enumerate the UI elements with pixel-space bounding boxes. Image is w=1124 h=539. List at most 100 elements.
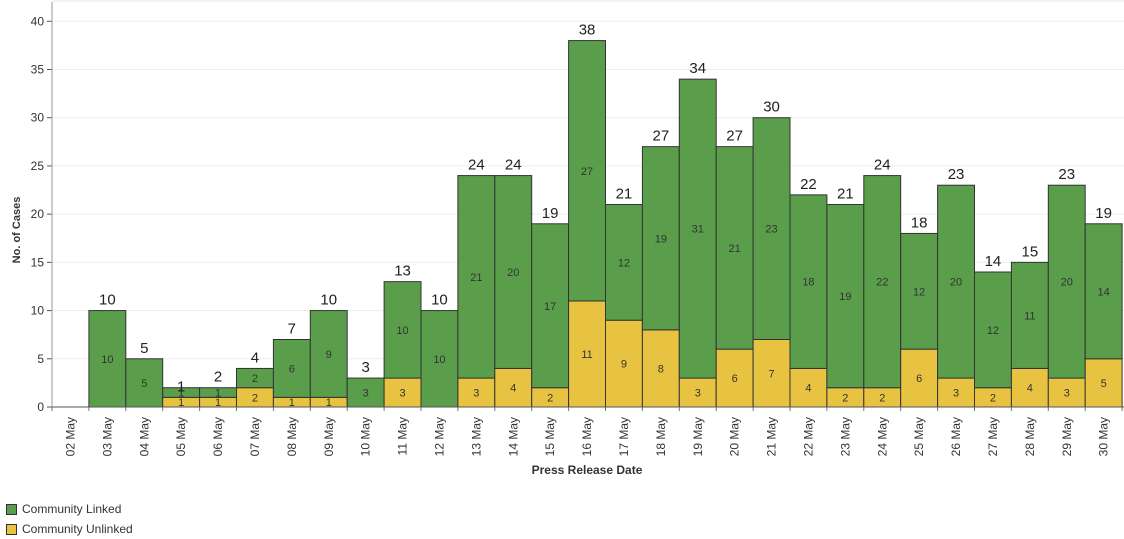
bar-label-linked-23-may: 19 [839, 291, 851, 303]
bar-label-unlinked-22-may: 4 [805, 383, 811, 395]
legend-item-community-linked[interactable]: Community Linked [6, 499, 133, 519]
bar-label-linked-04-may: 5 [141, 378, 147, 390]
bar-label-linked-03-may: 10 [101, 354, 113, 366]
bar-linked-17-may [605, 204, 643, 321]
bar-label-linked-29-may: 20 [1061, 277, 1073, 289]
bar-label-unlinked-07-may: 2 [252, 392, 258, 404]
bar-total-07-may: 4 [251, 349, 259, 366]
x-tick-label-18-may: 18 May [654, 417, 668, 456]
legend-label-community-linked: Community Linked [22, 502, 122, 516]
bar-total-24-may: 24 [874, 157, 891, 174]
x-tick-label-02-may: 02 May [63, 417, 77, 456]
bar-label-linked-26-may: 20 [950, 277, 962, 289]
bar-label-unlinked-09-may: 1 [326, 397, 332, 409]
bar-label-linked-05-may: 1 [178, 388, 184, 400]
bar-linked-20-may [715, 146, 754, 350]
legend-item-community-unlinked[interactable]: Community Unlinked [6, 519, 133, 539]
bar-linked-15-may [531, 223, 570, 389]
bar-label-unlinked-18-may: 8 [658, 363, 664, 375]
bar-total-05-may: 1 [177, 378, 185, 395]
bar-label-linked-17-may: 12 [618, 257, 630, 269]
bar-label-linked-21-may: 23 [765, 224, 777, 236]
bar-total-16-may: 38 [579, 22, 596, 39]
bar-label-unlinked-11-may: 3 [399, 388, 405, 400]
bar-total-25-may: 18 [911, 214, 928, 231]
x-tick-label-14-may: 14 May [506, 417, 520, 456]
legend-swatch-community-linked [6, 503, 17, 515]
x-tick-label-17-may: 17 May [617, 417, 631, 456]
bar-label-unlinked-29-may: 3 [1064, 388, 1070, 400]
bar-label-linked-19-may: 31 [692, 224, 704, 236]
bar-label-unlinked-25-may: 6 [916, 373, 922, 385]
x-tick-label-10-may: 10 May [359, 417, 373, 456]
bar-label-unlinked-26-may: 3 [953, 388, 959, 400]
bar-label-unlinked-05-may: 1 [178, 397, 184, 409]
bar-label-linked-24-may: 22 [876, 277, 888, 289]
bar-label-unlinked-27-may: 2 [990, 392, 996, 404]
bar-linked-18-may [641, 146, 680, 331]
bar-label-linked-22-may: 18 [802, 277, 814, 289]
bar-unlinked-19-may [678, 377, 717, 408]
bar-linked-19-may [678, 78, 717, 379]
x-tick-label-28-may: 28 May [1023, 417, 1037, 456]
bar-total-13-may: 24 [468, 157, 485, 174]
x-tick-label-15-may: 15 May [543, 417, 557, 456]
x-tick-label-27-may: 27 May [986, 417, 1000, 456]
bar-linked-27-may [974, 271, 1012, 389]
bar-linked-22-may [789, 194, 828, 369]
x-tick-label-20-may: 20 May [728, 417, 742, 456]
x-tick-label-21-may: 21 May [765, 417, 779, 456]
bar-total-22-may: 22 [800, 176, 817, 193]
x-tick-label-22-may: 22 May [801, 417, 815, 456]
bar-label-unlinked-19-may: 3 [695, 388, 701, 400]
bar-label-unlinked-15-may: 2 [547, 392, 553, 404]
bar-label-linked-09-may: 9 [326, 349, 332, 361]
x-tick-label-04-may: 04 May [137, 417, 151, 456]
bar-label-linked-27-may: 12 [987, 325, 999, 337]
bar-linked-23-may [826, 204, 865, 389]
bar-linked-24-may [863, 175, 902, 389]
bar-label-unlinked-20-may: 6 [732, 373, 738, 385]
bar-label-unlinked-30-may: 5 [1101, 378, 1107, 390]
bar-total-30-may: 19 [1095, 205, 1112, 222]
bar-label-unlinked-23-may: 2 [842, 392, 848, 404]
x-axis-title: Press Release Date [532, 463, 643, 477]
x-tick-label-12-may: 12 May [432, 417, 446, 456]
bar-unlinked-20-may [715, 348, 754, 408]
bar-unlinked-21-may [752, 339, 791, 408]
bar-total-28-may: 15 [1022, 243, 1039, 260]
bar-total-11-may: 13 [394, 263, 411, 280]
bar-total-18-may: 27 [653, 128, 670, 145]
y-tick-label-30: 30 [31, 111, 45, 125]
x-tick-label-07-may: 07 May [248, 417, 262, 456]
bar-label-linked-14-may: 20 [507, 267, 519, 279]
x-tick-label-23-may: 23 May [838, 417, 852, 456]
x-tick-label-05-may: 05 May [174, 417, 188, 456]
bar-linked-13-may [457, 175, 496, 379]
bar-linked-21-may [752, 117, 791, 341]
y-tick-label-15: 15 [31, 255, 45, 269]
bar-total-06-may: 2 [214, 369, 222, 386]
x-tick-label-30-may: 30 May [1097, 417, 1111, 456]
y-tick-label-0: 0 [37, 400, 44, 414]
bar-label-unlinked-08-may: 1 [289, 397, 295, 409]
bar-unlinked-18-may [641, 329, 680, 408]
bar-label-linked-06-may: 1 [215, 388, 221, 400]
x-tick-label-06-may: 06 May [211, 417, 225, 456]
bar-label-unlinked-21-may: 7 [768, 368, 774, 380]
bar-total-27-may: 14 [985, 253, 1002, 270]
bar-label-linked-18-may: 19 [655, 233, 667, 245]
x-tick-label-25-may: 25 May [912, 417, 926, 456]
x-tick-label-19-may: 19 May [691, 417, 705, 456]
bar-label-unlinked-17-may: 9 [621, 359, 627, 371]
bar-linked-09-may [309, 310, 348, 398]
y-tick-label-10: 10 [31, 304, 45, 318]
bar-label-linked-11-may: 10 [396, 325, 408, 337]
bar-linked-30-may [1084, 223, 1123, 360]
bar-total-29-may: 23 [1058, 166, 1075, 183]
bar-total-20-may: 27 [726, 128, 743, 145]
bar-label-linked-07-may: 2 [252, 373, 258, 385]
bar-label-unlinked-24-may: 2 [879, 392, 885, 404]
